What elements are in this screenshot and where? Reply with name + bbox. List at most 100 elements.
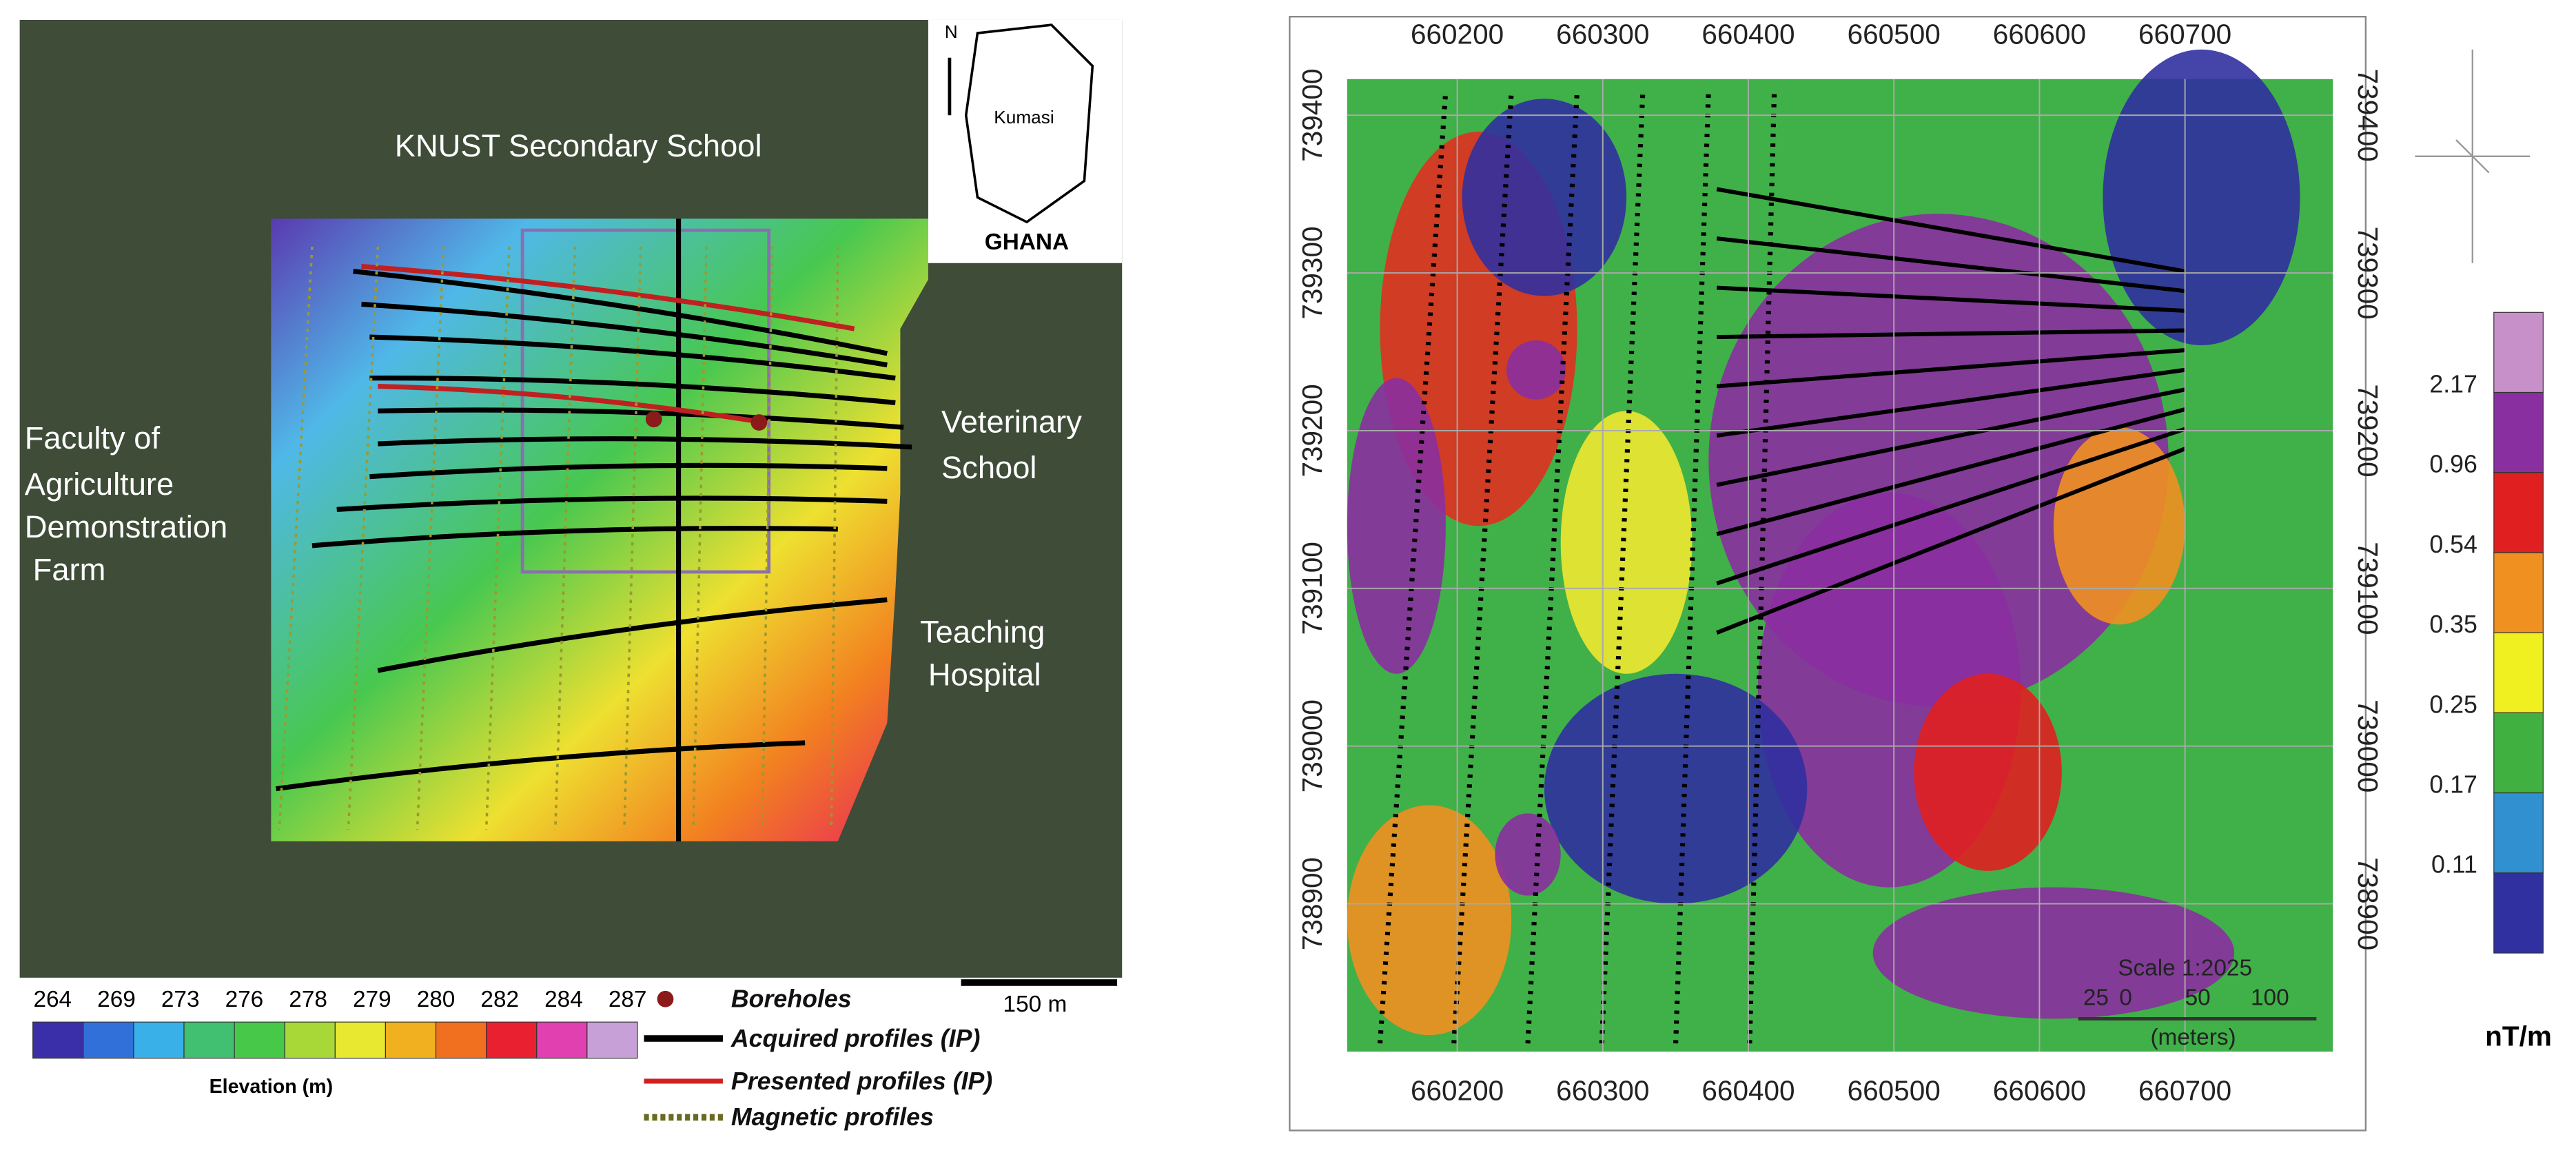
magnetic-profile — [623, 246, 642, 830]
colorbar-swatch — [2493, 712, 2544, 794]
place-label: Veterinary — [941, 404, 1082, 439]
scale-title: Scale 1:2025 — [2118, 956, 2252, 981]
y-tick-label: 739400 — [1296, 69, 1328, 162]
scale-label: 150 m — [1003, 992, 1067, 1017]
y-tick-label: 739200 — [1296, 384, 1328, 477]
colorbar-label: 0.96 — [2429, 451, 2477, 478]
y-tick-label: 739000 — [2352, 699, 2384, 792]
survey-line — [1716, 236, 2185, 294]
anomaly — [1544, 673, 1808, 904]
north-symbol — [2415, 49, 2531, 263]
colorbar-swatch — [2493, 872, 2544, 954]
colorbar-swatch — [2493, 311, 2544, 393]
x-tick-label: 660700 — [2138, 1074, 2231, 1106]
profile-line — [361, 263, 855, 331]
profiles — [276, 246, 912, 830]
legend-swatch — [486, 1021, 538, 1059]
x-tick-label: 660500 — [1848, 1074, 1941, 1106]
legend-swatch — [83, 1021, 134, 1059]
profile-line — [369, 334, 896, 381]
colorbar-label: 0.17 — [2429, 771, 2477, 799]
magnetic-profile — [484, 246, 511, 830]
profile-line — [378, 384, 765, 425]
y-tick-label: 739400 — [2352, 69, 2384, 162]
survey-line — [1716, 427, 2186, 586]
colorbar-swatch — [2493, 472, 2544, 553]
survey-line — [1717, 285, 2185, 313]
colorbar-label: 0.54 — [2429, 531, 2477, 558]
survey-line — [1716, 348, 2185, 389]
y-tick-label: 739100 — [1296, 542, 1328, 635]
survey-line — [1747, 90, 1777, 1044]
y-tick-label: 738900 — [2352, 857, 2384, 950]
profile-line — [378, 436, 912, 450]
legend-swatch — [385, 1021, 437, 1059]
anomaly — [2103, 49, 2300, 345]
profile-line — [361, 301, 888, 368]
scale-tick: 50 — [2185, 985, 2211, 1011]
anomaly — [1506, 340, 1566, 400]
anomaly — [1462, 99, 1627, 296]
legend-value: 287 — [609, 987, 647, 1012]
colorbar-label: 2.17 — [2429, 370, 2477, 398]
anomaly — [1347, 805, 1512, 1036]
x-tick-label: 660300 — [1556, 19, 1649, 50]
profile-line — [378, 407, 904, 430]
legend-label: Magnetic profiles — [731, 1103, 934, 1131]
profile-line — [369, 462, 888, 480]
borehole — [645, 411, 662, 428]
magnetic-profile — [830, 246, 839, 830]
profile-line — [276, 740, 806, 792]
scale-unit: (meters) — [2150, 1025, 2236, 1050]
place-label: Hospital — [928, 657, 1041, 693]
place-label: Teaching — [920, 615, 1045, 650]
legend-symbol — [657, 990, 674, 1007]
survey-line — [1599, 90, 1646, 1044]
borehole — [750, 414, 768, 431]
city-label: Kumasi — [994, 107, 1054, 127]
scale-tick: 100 — [2251, 985, 2289, 1011]
inset-map — [928, 19, 1123, 263]
legend-value: 269 — [97, 987, 136, 1012]
legend-value: 264 — [33, 987, 72, 1012]
survey-line — [1673, 90, 1711, 1044]
profile-line — [353, 269, 888, 356]
x-tick-label: 660700 — [2138, 19, 2231, 50]
magnetic-profile — [761, 246, 774, 830]
legend-value: 276 — [225, 987, 264, 1012]
colorbar-label: 0.11 — [2431, 851, 2477, 879]
legend-title: Elevation (m) — [209, 1076, 334, 1098]
y-tick-label: 739200 — [2352, 384, 2384, 477]
magnetic-profile — [278, 246, 314, 830]
anomaly — [2053, 427, 2185, 625]
legend-value: 273 — [161, 987, 200, 1012]
legend-label: Acquired profiles (IP) — [730, 1025, 981, 1052]
colorbar-unit: nT/m — [2485, 1021, 2552, 1052]
legend-value: 279 — [353, 987, 391, 1012]
legend-swatch — [284, 1021, 336, 1059]
place-label: Farm — [33, 552, 106, 587]
grid: 660200 660200 660300 660300 660400 660400 6605… — [1296, 19, 2384, 1107]
anomaly — [1872, 887, 2235, 1019]
colorbar-label: 0.35 — [2429, 611, 2477, 638]
legend-label: Boreholes — [731, 985, 852, 1013]
survey-line — [1451, 90, 1514, 1044]
survey-line — [1716, 447, 2186, 635]
profile-line — [336, 495, 888, 512]
y-tick-label: 739300 — [2352, 226, 2384, 319]
country-label: GHANA — [985, 229, 1069, 255]
scale-tick: 25 — [2083, 985, 2109, 1011]
legend-swatch — [536, 1021, 588, 1059]
magnetic-profile — [692, 246, 708, 830]
legend-value: 278 — [289, 987, 327, 1012]
survey-line — [1716, 367, 2186, 438]
profile-line — [377, 597, 888, 673]
y-tick-label: 739300 — [1296, 226, 1328, 319]
profile-line — [369, 376, 896, 405]
place-label: Demonstration — [25, 509, 227, 544]
colorbar-swatch — [2493, 391, 2544, 473]
y-tick-label: 738900 — [1296, 857, 1328, 950]
anomaly — [1914, 673, 2062, 871]
